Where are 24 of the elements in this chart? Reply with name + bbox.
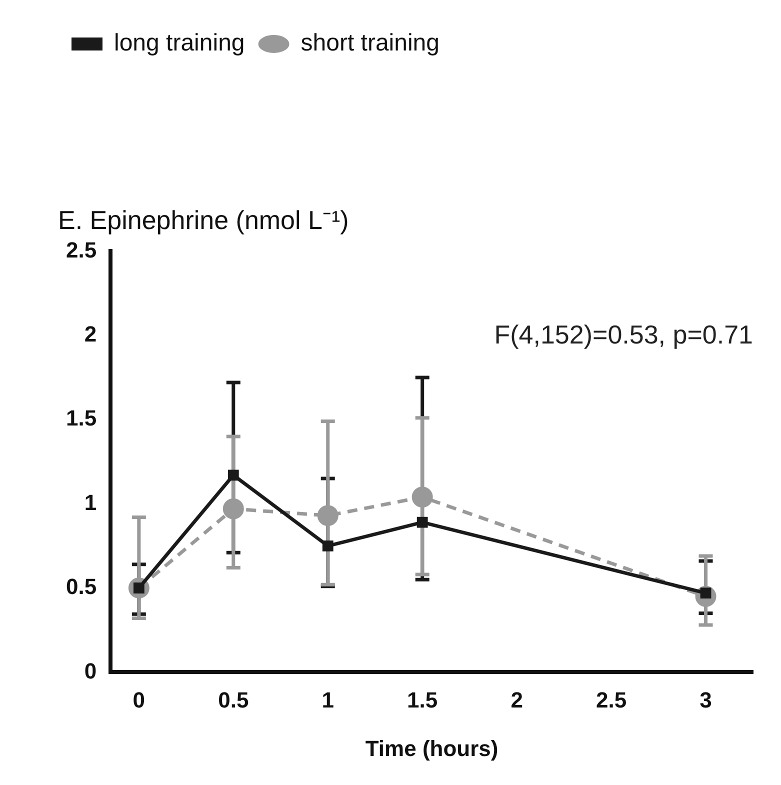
chart-title: E. Epinephrine (nmol L⁻¹) bbox=[58, 204, 349, 235]
x-tick-label: 2.5 bbox=[596, 687, 627, 712]
x-tick-label: 3 bbox=[700, 687, 712, 712]
y-tick-label: 1.5 bbox=[66, 406, 97, 431]
y-tick-label: 2 bbox=[84, 321, 97, 346]
x-tick-label: 1 bbox=[322, 687, 334, 712]
y-tick-label: 0.5 bbox=[66, 574, 97, 600]
point bbox=[322, 540, 334, 552]
annotation: F(4,152)=0.53, p=0.71 bbox=[494, 319, 753, 350]
point bbox=[228, 470, 239, 481]
legend-label: long training bbox=[114, 30, 245, 57]
point bbox=[416, 516, 428, 528]
x-tick-label: 0.5 bbox=[218, 687, 249, 712]
y-tick-label: 2.5 bbox=[66, 237, 97, 262]
x-tick-label: 1.5 bbox=[407, 687, 438, 712]
x-axis-title: Time (hours) bbox=[365, 736, 498, 761]
point bbox=[412, 486, 433, 508]
point bbox=[317, 505, 338, 526]
x-tick-label: 2 bbox=[510, 687, 523, 712]
y-tick-label: 1 bbox=[84, 490, 97, 515]
y-tick-label: 0 bbox=[84, 658, 97, 684]
x-tick-label: 0 bbox=[132, 687, 146, 712]
point bbox=[222, 498, 244, 520]
legend-label: short training bbox=[300, 30, 440, 57]
